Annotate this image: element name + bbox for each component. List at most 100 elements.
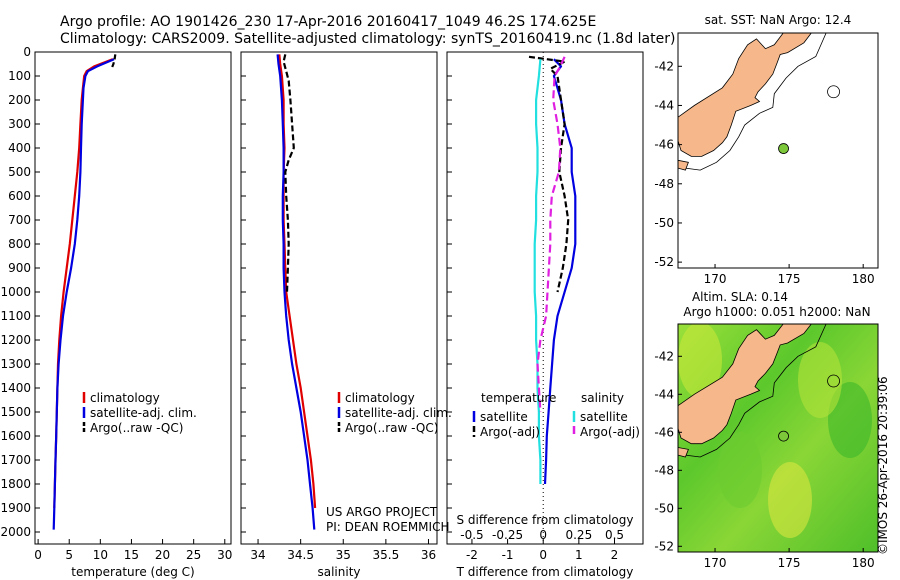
sst-map-content (678, 33, 840, 171)
sla-anomaly-patch (798, 342, 842, 418)
sla-stewart-island (678, 447, 689, 458)
depth-tick-label: 1700 (0, 453, 31, 467)
sla-seamount-contour (827, 374, 840, 388)
sst-lat-tick-label: -48 (654, 177, 674, 191)
temperature-tick-label: 15 (124, 548, 139, 562)
temperature-tick-label: 5 (65, 548, 73, 562)
sst-float-marker (778, 143, 789, 154)
temperature-legend-label: Argo(..raw -QC) (90, 421, 183, 435)
depth-tick-label: 1800 (0, 477, 31, 491)
sla-south-island (678, 324, 812, 445)
T-tick-label: 2 (611, 548, 619, 562)
sst-lat-tick-label: -42 (654, 59, 674, 73)
sla-lon-tick-label: 175 (778, 556, 801, 570)
temperature-series-3 (110, 54, 117, 70)
salinity-tick-label: 34.5 (287, 548, 314, 562)
temperature-tick-label: 20 (155, 548, 170, 562)
temperature-axes-frame (34, 51, 232, 545)
diff-legend-label: Argo(-adj) (580, 425, 640, 439)
sla-anomaly-patch (828, 382, 872, 458)
depth-tick-label: 100 (8, 69, 31, 83)
depth-tick-label: 400 (8, 141, 31, 155)
T-tick-label: 0 (539, 548, 547, 562)
sla-lat-tick-label: -48 (654, 463, 674, 477)
S-tick-label: 0.25 (565, 528, 592, 542)
diff-legend-label: Argo(-adj) (480, 425, 540, 439)
temperature-series-2 (52, 58, 115, 530)
climatology-subtitle: Climatology: CARS2009. Satellite-adjuste… (60, 31, 676, 47)
sst-map-frame (677, 32, 879, 269)
T-tick-label: 1 (575, 548, 583, 562)
temperature-tick-label: 30 (217, 548, 232, 562)
temperature-axis-label: temperature (deg C) (71, 565, 194, 579)
salinity-legend-label: climatology (345, 391, 415, 405)
sla-lon-tick-label: 170 (704, 556, 727, 570)
salinity-series-3 (282, 54, 295, 293)
depth-tick-label: 500 (8, 165, 31, 179)
sst-lon-tick-label: 170 (704, 272, 727, 286)
temperature-series-1 (53, 58, 114, 509)
depth-tick-label: 1500 (0, 405, 31, 419)
salinity-series-2 (276, 54, 316, 530)
temperature-legend-label: climatology (90, 391, 160, 405)
depth-tick-label: 2000 (0, 525, 31, 539)
diff-legend-label: satellite (580, 410, 628, 424)
copyright-stamp: ©IMOS 26-Apr-2016 20:39:06 (876, 376, 890, 555)
temperature-tick-label: 0 (34, 548, 42, 562)
S-tick-label: 0.5 (605, 528, 624, 542)
salinity-legend-label: satellite-adj. clim. (345, 406, 452, 420)
S-tick-label: -0.25 (492, 528, 523, 542)
depth-tick-label: 1900 (0, 501, 31, 515)
temperature-legend-label: satellite-adj. clim. (90, 406, 197, 420)
sst-lat-tick-label: -50 (654, 216, 674, 230)
depth-tick-label: 1100 (0, 309, 31, 323)
diff-legend-label: satellite (480, 410, 528, 424)
S-axis-label: S difference from climatology (457, 513, 634, 527)
sla-isobath (678, 324, 827, 458)
sla-lat-tick-label: -42 (654, 349, 674, 363)
sst-isobath (678, 33, 827, 171)
depth-tick-label: 200 (8, 93, 31, 107)
salinity-series-1 (278, 54, 317, 509)
depth-tick-label: 1000 (0, 285, 31, 299)
sla-lat-tick-label: -46 (654, 425, 674, 439)
sst-map-title: sat. SST: NaN Argo: 12.4 (705, 13, 852, 27)
salinity-tick-label: 35 (336, 548, 351, 562)
difference-axes-frame (446, 51, 644, 545)
T-axis-label: T difference from climatology (456, 565, 634, 579)
sla-lon-tick-label: 180 (852, 556, 875, 570)
sla-map-subtitle: Argo h1000: 0.051 h2000: NaN (683, 305, 870, 319)
depth-tick-label: 1300 (0, 357, 31, 371)
pi-annotation: PI: DEAN ROEMMICH (326, 520, 449, 534)
depth-tick-label: 300 (8, 117, 31, 131)
difference-series-4 (536, 56, 566, 413)
project-annotation: US ARGO PROJECT (326, 505, 438, 519)
profile-title: Argo profile: AO 1901426_230 17-Apr-2016… (60, 14, 597, 30)
depth-tick-label: 1200 (0, 333, 31, 347)
T-tick-label: -1 (502, 548, 514, 562)
temperature-tick-label: 25 (186, 548, 201, 562)
depth-tick-label: 0 (23, 45, 31, 59)
sla-map-content (678, 324, 878, 552)
salinity-axis-label: salinity (317, 565, 360, 579)
salinity-tick-label: 35.5 (373, 548, 400, 562)
sst-lon-tick-label: 175 (778, 272, 801, 286)
sla-lat-tick-label: -50 (654, 501, 674, 515)
sst-south-island (678, 33, 812, 157)
sst-seamount-contour (827, 85, 840, 99)
sla-anomaly-patch (678, 324, 722, 398)
difference-series-3 (533, 59, 542, 484)
temperature-group-title: temperature (481, 391, 556, 405)
depth-tick-label: 600 (8, 189, 31, 203)
salinity-group-title: salinity (581, 391, 624, 405)
salinity-axes-frame (240, 51, 438, 545)
sla-float-marker (778, 430, 789, 442)
sla-lat-tick-label: -52 (654, 539, 674, 553)
depth-tick-label: 700 (8, 213, 31, 227)
sst-lon-tick-label: 180 (852, 272, 875, 286)
temperature-tick-label: 10 (93, 548, 108, 562)
sla-map-frame (677, 323, 879, 553)
depth-tick-label: 900 (8, 261, 31, 275)
salinity-tick-label: 36 (421, 548, 436, 562)
